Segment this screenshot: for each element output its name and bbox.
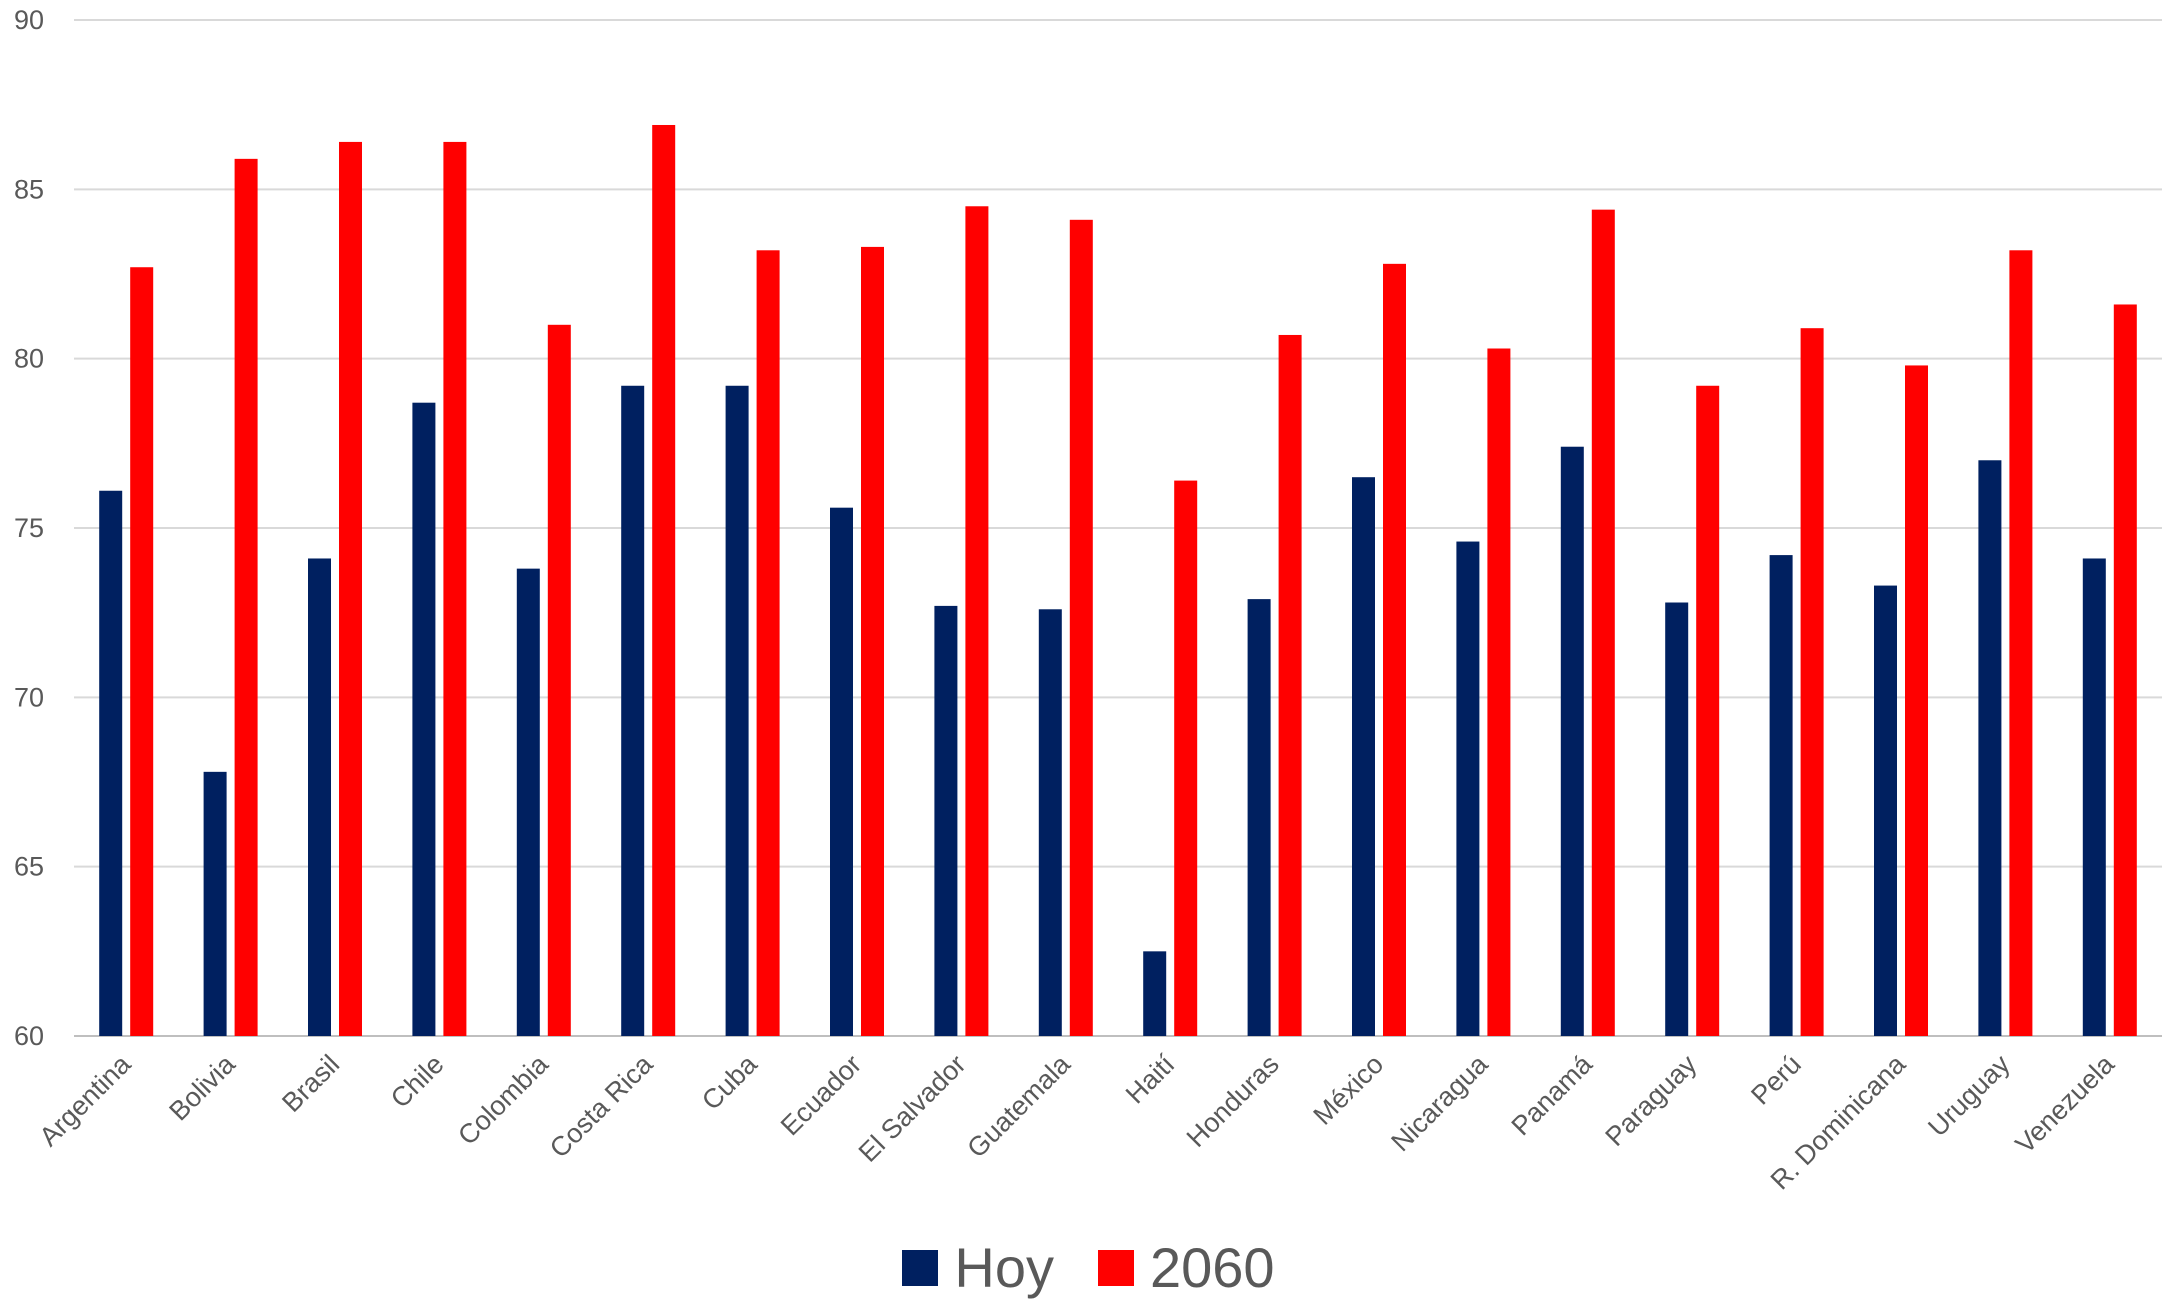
x-tick-label: Honduras (1181, 1049, 1285, 1153)
x-tick-label: Brasil (276, 1049, 345, 1118)
bar-hoy-argentina (99, 490, 123, 1036)
bar-hoy-bolivia (203, 771, 227, 1036)
bar-2060-argentina (130, 267, 154, 1036)
bar-hoy-ecuador (830, 507, 853, 1036)
x-tick-label: Nicaragua (1385, 1048, 1494, 1157)
bar-hoy-honduras (1247, 599, 1271, 1036)
bar-2060-colombia (547, 324, 571, 1036)
x-tick-label: Cuba (696, 1048, 764, 1116)
bar-2060-el-salvador (965, 206, 989, 1036)
x-tick-label: Uruguay (1922, 1049, 2016, 1143)
y-tick-label: 80 (14, 344, 44, 374)
x-tick-label: Ecuador (775, 1049, 867, 1141)
bar-2060-venezuela (2113, 304, 2137, 1037)
bar-hoy-paraguay (1665, 602, 1689, 1036)
legend-swatch-hoy (902, 1250, 939, 1286)
x-tick-label: Paraguay (1599, 1049, 1702, 1152)
bar-2060-costa-rica (652, 124, 676, 1036)
y-tick-label: 60 (14, 1021, 44, 1051)
bar-2060-chile (443, 141, 467, 1037)
bar-hoy-m-xico (1352, 477, 1375, 1036)
x-tick-label: Guatemala (961, 1048, 1076, 1163)
bar-2060-bolivia (234, 158, 258, 1036)
bar-2060-ecuador (861, 246, 884, 1036)
bar-2060-honduras (1278, 334, 1302, 1037)
legend-label-2060: 2060 (1150, 1236, 1275, 1299)
bar-hoy-hait- (1143, 951, 1167, 1036)
y-tick-label: 90 (14, 5, 44, 35)
bar-hoy-panam- (1560, 446, 1584, 1037)
bar-2060-cuba (756, 250, 780, 1036)
bar-hoy-nicaragua (1456, 541, 1480, 1036)
bar-2060-brasil (339, 141, 362, 1037)
bar-2060-paraguay (1696, 385, 1720, 1036)
bar-hoy-r-dominicana (1874, 585, 1897, 1036)
x-tick-label: Bolivia (163, 1048, 241, 1126)
bar-2060-m-xico (1383, 263, 1406, 1037)
x-tick-label: El Salvador (853, 1049, 972, 1168)
x-tick-label: México (1308, 1049, 1390, 1131)
bar-hoy-per- (1769, 555, 1793, 1036)
bar-hoy-guatemala (1038, 609, 1062, 1036)
bar-hoy-chile (412, 402, 436, 1036)
bar-hoy-cuba (725, 385, 749, 1036)
bar-2060-per- (1800, 328, 1824, 1037)
bar-hoy-venezuela (2082, 558, 2106, 1036)
y-tick-label: 70 (14, 682, 44, 712)
legend-item-hoy: Hoy (902, 1240, 1054, 1296)
bar-2060-hait- (1174, 480, 1198, 1036)
x-tick-label: Panamá (1506, 1048, 1599, 1141)
bar-hoy-brasil (308, 558, 331, 1036)
x-tick-label: Colombia (452, 1048, 555, 1151)
y-tick-label: 85 (14, 174, 44, 204)
y-tick-label: 65 (14, 852, 44, 882)
chart-legend: Hoy 2060 (0, 1240, 2177, 1296)
x-tick-label: Chile (385, 1049, 450, 1114)
x-tick-label: Haití (1120, 1049, 1181, 1110)
bar-2060-nicaragua (1487, 348, 1511, 1036)
legend-label-hoy: Hoy (954, 1236, 1054, 1299)
bar-hoy-uruguay (1978, 460, 2002, 1036)
bar-2060-guatemala (1069, 219, 1093, 1036)
bar-2060-r-dominicana (1905, 365, 1928, 1036)
bar-2060-uruguay (2009, 250, 2033, 1036)
bar-hoy-costa-rica (621, 385, 645, 1036)
legend-swatch-2060 (1098, 1250, 1134, 1286)
x-tick-label: Perú (1745, 1049, 1807, 1111)
chart-plot-area: 60 65 70 75 80 85 90 Argentina Bolivia Brasil Chil… (14, 5, 2162, 1195)
legend-item-2060: 2060 (1098, 1240, 1275, 1296)
y-tick-label: 75 (14, 513, 44, 543)
bar-2060-panam- (1591, 209, 1615, 1037)
bar-hoy-colombia (516, 568, 540, 1036)
bar-hoy-el-salvador (934, 605, 958, 1036)
x-tick-label: Costa Rica (544, 1048, 659, 1163)
x-tick-label: Argentina (33, 1048, 137, 1152)
x-tick-label: Venezuela (2010, 1048, 2121, 1159)
